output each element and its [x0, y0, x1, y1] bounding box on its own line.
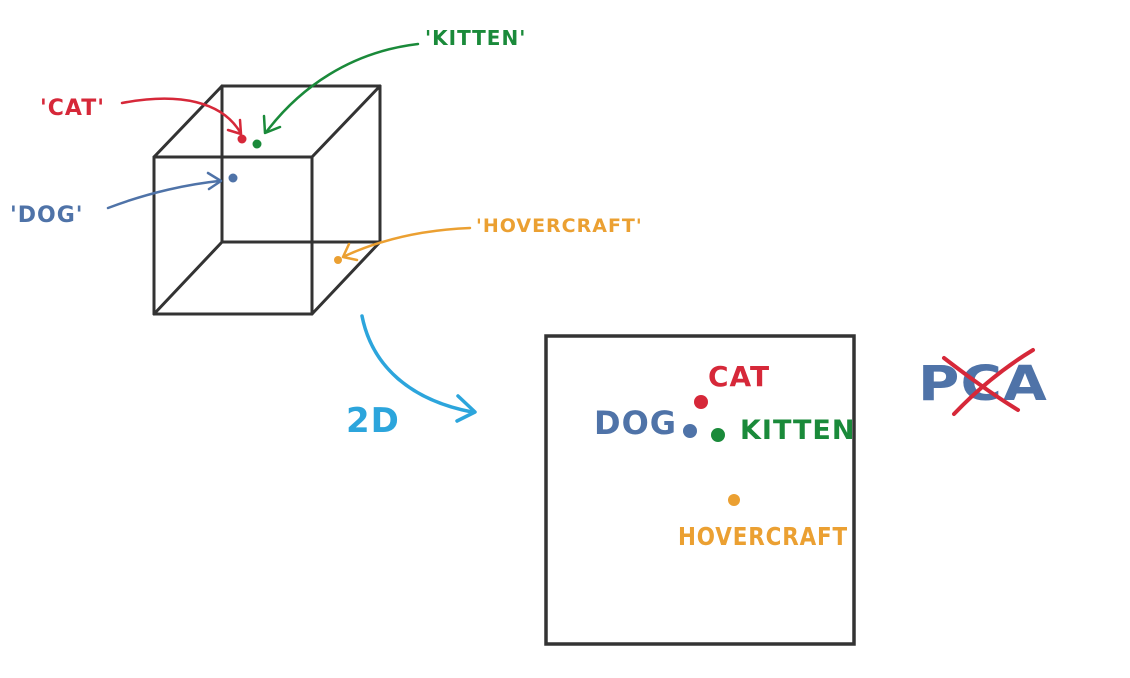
cube-edge-tl [152, 84, 224, 159]
dog-arrow [106, 171, 223, 210]
cat-arrow [120, 97, 243, 136]
hovercraft-point-3d [334, 256, 342, 264]
hovercraft-label-3d: 'HOVERCRAFT' [476, 215, 643, 237]
cat-point-2d [694, 395, 708, 409]
kitten-label-2d: KITTEN [740, 415, 855, 446]
dog-label-3d: 'DOG' [10, 203, 84, 228]
cat-point-3d [237, 134, 247, 144]
plot-2d-frame [544, 334, 856, 646]
cat-label-2d: CAT [708, 360, 770, 393]
kitten-arrow [262, 42, 420, 135]
hovercraft-arrow [341, 226, 472, 262]
projection-arrow [360, 314, 477, 423]
cat-label-3d: 'CAT' [40, 96, 105, 121]
hovercraft-label-2d: HOVERCRAFT [678, 522, 848, 551]
dog-label-2d: DOG [594, 404, 677, 442]
dog-point-3d [228, 173, 238, 183]
dog-point-2d [683, 424, 697, 438]
method-label: PCA [918, 356, 1048, 412]
kitten-label-3d: 'KITTEN' [425, 26, 526, 50]
method-cross-out [942, 348, 1035, 416]
hovercraft-point-2d [728, 494, 740, 506]
kitten-point-3d [252, 139, 262, 149]
cube-edge-br [310, 240, 382, 316]
cube-edge-tr [310, 84, 382, 159]
kitten-point-2d [711, 428, 725, 442]
cube-edge-bl [152, 240, 224, 316]
projection-label: 2D [346, 401, 400, 441]
cube-3d [152, 84, 382, 316]
